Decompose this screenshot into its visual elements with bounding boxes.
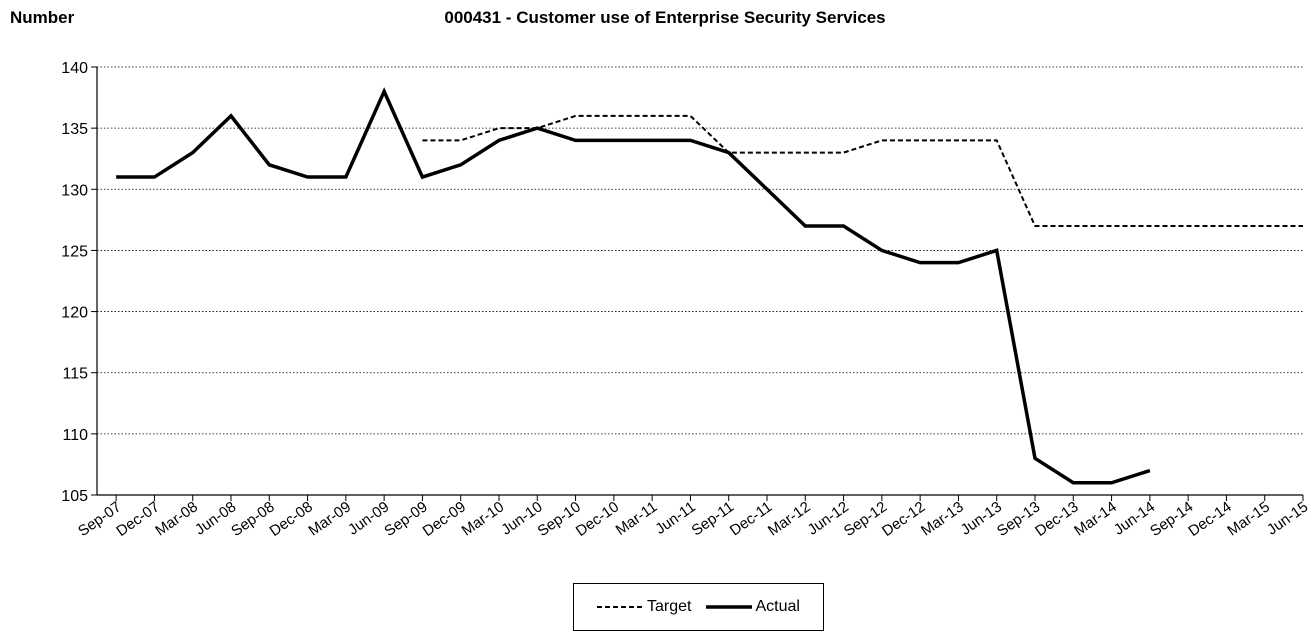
x-tick-label: Sep-13 <box>994 498 1043 540</box>
y-tick-label: 120 <box>61 305 88 322</box>
x-tick-label: Mar-13 <box>918 498 967 539</box>
x-tick-label: Mar-10 <box>459 498 508 539</box>
line-chart: 105 110 115 120 125 130 135 140 Sep-07Dec-07Mar… <box>61 60 1311 540</box>
x-tick-label: Dec-13 <box>1032 498 1081 540</box>
x-tick-label: Dec-10 <box>573 498 622 540</box>
x-tick-label: Dec-11 <box>727 498 775 539</box>
legend-label-target: Target <box>647 598 692 615</box>
x-tick-label: Jun-11 <box>652 498 698 538</box>
chart-title: 000431 - Customer use of Enterprise Secu… <box>444 8 886 27</box>
x-tick-labels: Sep-07Dec-07Mar-08Jun-08Sep-08Dec-08Mar-… <box>75 498 1311 540</box>
y-axis-title: Number <box>10 8 75 27</box>
series-lines <box>116 87 1303 485</box>
x-tick-label: Mar-09 <box>305 498 354 539</box>
x-tick-label: Dec-09 <box>420 498 469 540</box>
x-tick-label: Dec-12 <box>879 498 928 540</box>
x-tick-label: Dec-08 <box>267 498 316 540</box>
y-tick-label: 140 <box>61 60 88 77</box>
x-tick-label: Mar-14 <box>1071 498 1120 539</box>
x-tick-label: Mar-11 <box>613 498 661 539</box>
x-tick-label: Mar-15 <box>1224 498 1273 539</box>
x-tick-label: Mar-12 <box>765 498 814 539</box>
y-tick-label: 115 <box>62 366 88 383</box>
series-line-actual <box>116 87 1151 485</box>
x-tick-label: Mar-08 <box>152 498 201 539</box>
legend-item-actual: Actual <box>705 598 800 616</box>
x-tick-label: Sep-10 <box>534 498 583 540</box>
x-tick-label: Dec-14 <box>1185 498 1234 540</box>
x-tick-label: Sep-08 <box>228 498 277 540</box>
x-tick-label: Sep-11 <box>689 498 737 539</box>
axes <box>91 66 1304 501</box>
legend-swatch-target <box>597 606 644 608</box>
y-tick-label: 135 <box>61 121 88 138</box>
y-tick-labels: 105 110 115 120 125 130 135 140 <box>61 60 88 505</box>
legend-item-target: Target <box>597 598 692 616</box>
y-tick-label: 125 <box>61 243 88 260</box>
legend: Target Actual <box>573 583 824 631</box>
grid-lines <box>97 66 1303 435</box>
x-tick-label: Sep-12 <box>841 498 890 540</box>
y-tick-label: 130 <box>61 182 88 199</box>
legend-swatch-actual <box>705 605 752 609</box>
series-line-target <box>422 114 1303 227</box>
y-tick-label: 110 <box>62 427 88 444</box>
legend-label-actual: Actual <box>755 598 800 615</box>
x-tick-label: Sep-14 <box>1147 498 1196 540</box>
x-tick-label: Jun-15 <box>1264 498 1311 538</box>
x-tick-label: Dec-07 <box>113 498 162 540</box>
y-tick-label: 105 <box>61 488 88 505</box>
x-tick-label: Sep-09 <box>381 498 430 540</box>
